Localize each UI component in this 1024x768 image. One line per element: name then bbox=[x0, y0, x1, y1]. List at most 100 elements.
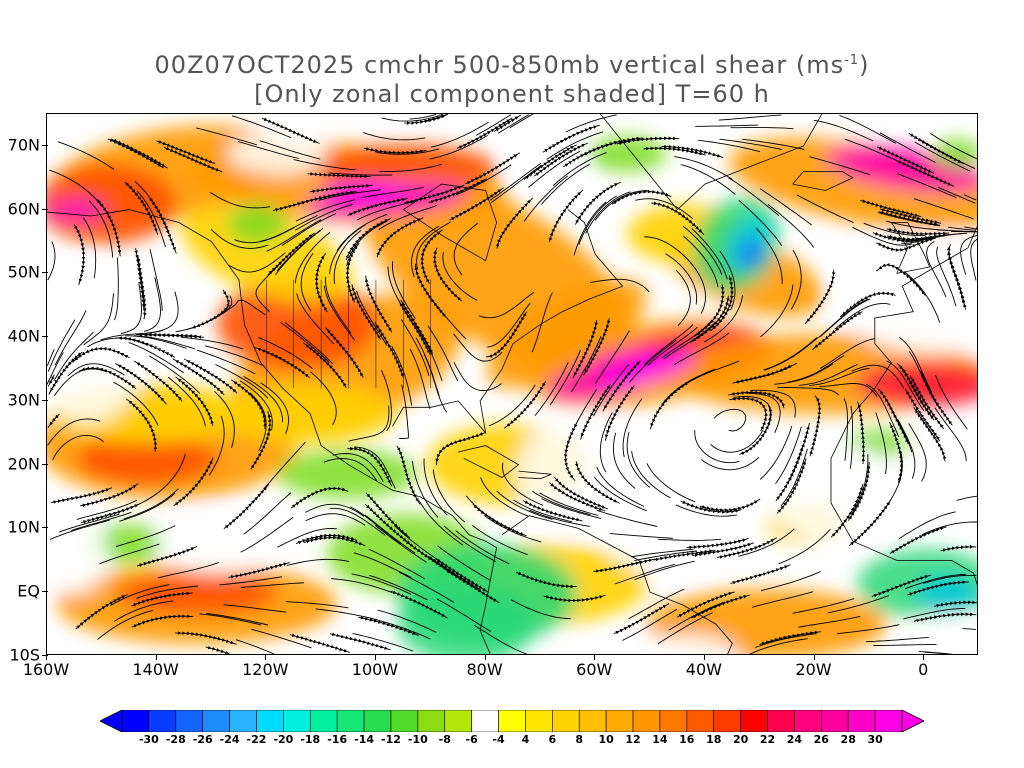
streamline bbox=[189, 289, 231, 330]
streamline bbox=[593, 558, 656, 573]
streamline bbox=[664, 321, 716, 359]
colorbar-tick-label: -18 bbox=[300, 733, 321, 746]
streamline bbox=[148, 196, 177, 254]
streamline bbox=[347, 446, 393, 487]
streamline bbox=[314, 252, 328, 313]
streamline bbox=[865, 636, 929, 643]
streamline bbox=[876, 146, 935, 174]
streamline bbox=[418, 500, 464, 546]
lat-tick-label: 20N bbox=[7, 454, 40, 474]
streamline bbox=[57, 141, 115, 170]
streamline bbox=[307, 172, 371, 179]
colorbar-tick-label: -28 bbox=[165, 733, 186, 746]
colorbar-swatch bbox=[148, 710, 177, 732]
streamline bbox=[99, 543, 160, 565]
streamline bbox=[303, 535, 366, 547]
streamline bbox=[798, 615, 861, 628]
streamline bbox=[241, 582, 305, 588]
streamline bbox=[614, 563, 675, 585]
lat-tick-label: 70N bbox=[7, 135, 40, 155]
colorbar-tick-label: -6 bbox=[465, 733, 478, 746]
streamline bbox=[475, 114, 512, 136]
streamline bbox=[453, 333, 503, 362]
streamline bbox=[487, 302, 531, 348]
streamline bbox=[565, 114, 617, 133]
lon-tick bbox=[46, 654, 47, 660]
streamline bbox=[703, 295, 744, 343]
lon-tick-label: 80W bbox=[466, 660, 503, 679]
streamline bbox=[871, 574, 932, 598]
streamline bbox=[875, 412, 887, 475]
streamline bbox=[680, 164, 736, 195]
streamline bbox=[851, 364, 905, 389]
streamline bbox=[699, 498, 761, 512]
streamline bbox=[843, 398, 848, 461]
streamline bbox=[730, 564, 791, 585]
lon-tick-label: 20W bbox=[795, 660, 832, 679]
streamline bbox=[329, 172, 393, 176]
streamline bbox=[913, 612, 977, 623]
streamline bbox=[531, 292, 553, 353]
lon-tick bbox=[484, 654, 486, 660]
streamline bbox=[261, 117, 320, 144]
streamline bbox=[860, 199, 922, 218]
streamline bbox=[254, 346, 310, 378]
streamline bbox=[904, 271, 941, 323]
streamline bbox=[759, 630, 822, 646]
colorbar-tick-label: -10 bbox=[407, 733, 428, 746]
streamline bbox=[196, 349, 256, 375]
streamline bbox=[390, 590, 448, 619]
streamline bbox=[267, 232, 315, 276]
streamline bbox=[593, 476, 647, 512]
colorbar-tick-label: 26 bbox=[813, 733, 829, 746]
streamline bbox=[309, 183, 373, 194]
streamline bbox=[849, 405, 853, 469]
streamline bbox=[543, 594, 606, 603]
streamline bbox=[812, 311, 863, 350]
title-line-1: 00Z07OCT2025 cmchr 500-850mb vertical sh… bbox=[154, 51, 870, 79]
shear-region bbox=[157, 514, 277, 574]
colorbar-swatch bbox=[847, 710, 876, 732]
streamline bbox=[649, 381, 690, 430]
colorbar-tick-label: 8 bbox=[575, 733, 584, 746]
colorbar-swatch bbox=[175, 710, 203, 732]
streamline bbox=[428, 178, 487, 204]
streamline bbox=[610, 533, 674, 539]
streamline bbox=[737, 362, 798, 383]
streamline bbox=[903, 607, 966, 620]
title-line-2: [Only zonal component shaded] T=60 h bbox=[254, 80, 770, 108]
streamline bbox=[796, 194, 854, 224]
streamline bbox=[228, 562, 290, 579]
streamline bbox=[96, 198, 122, 257]
lat-tick-label: EQ bbox=[17, 581, 40, 601]
streamline bbox=[331, 578, 393, 594]
streamline bbox=[760, 570, 821, 592]
streamline bbox=[345, 218, 392, 261]
streamline bbox=[809, 395, 822, 457]
streamline bbox=[680, 500, 742, 514]
streamline bbox=[682, 225, 723, 275]
streamline bbox=[348, 405, 390, 442]
streamline bbox=[778, 528, 831, 565]
streamline bbox=[76, 499, 137, 520]
streamline bbox=[358, 615, 419, 636]
streamline bbox=[701, 457, 760, 471]
streamline bbox=[111, 138, 168, 169]
streamline bbox=[149, 249, 163, 312]
streamline bbox=[455, 530, 510, 565]
streamline bbox=[250, 411, 272, 470]
streamline bbox=[414, 324, 443, 382]
colorbar-swatch bbox=[444, 710, 472, 732]
streamline bbox=[128, 342, 184, 374]
streamline bbox=[717, 537, 777, 559]
streamline bbox=[273, 194, 335, 212]
lat-tick-label: 10S bbox=[9, 645, 40, 665]
streamline bbox=[836, 624, 900, 635]
streamline bbox=[437, 545, 491, 581]
streamline bbox=[100, 330, 164, 341]
streamline bbox=[728, 177, 780, 217]
lon-tick bbox=[155, 654, 157, 660]
streamline bbox=[223, 484, 270, 529]
lat-tick bbox=[42, 272, 48, 274]
streamline bbox=[956, 495, 977, 501]
